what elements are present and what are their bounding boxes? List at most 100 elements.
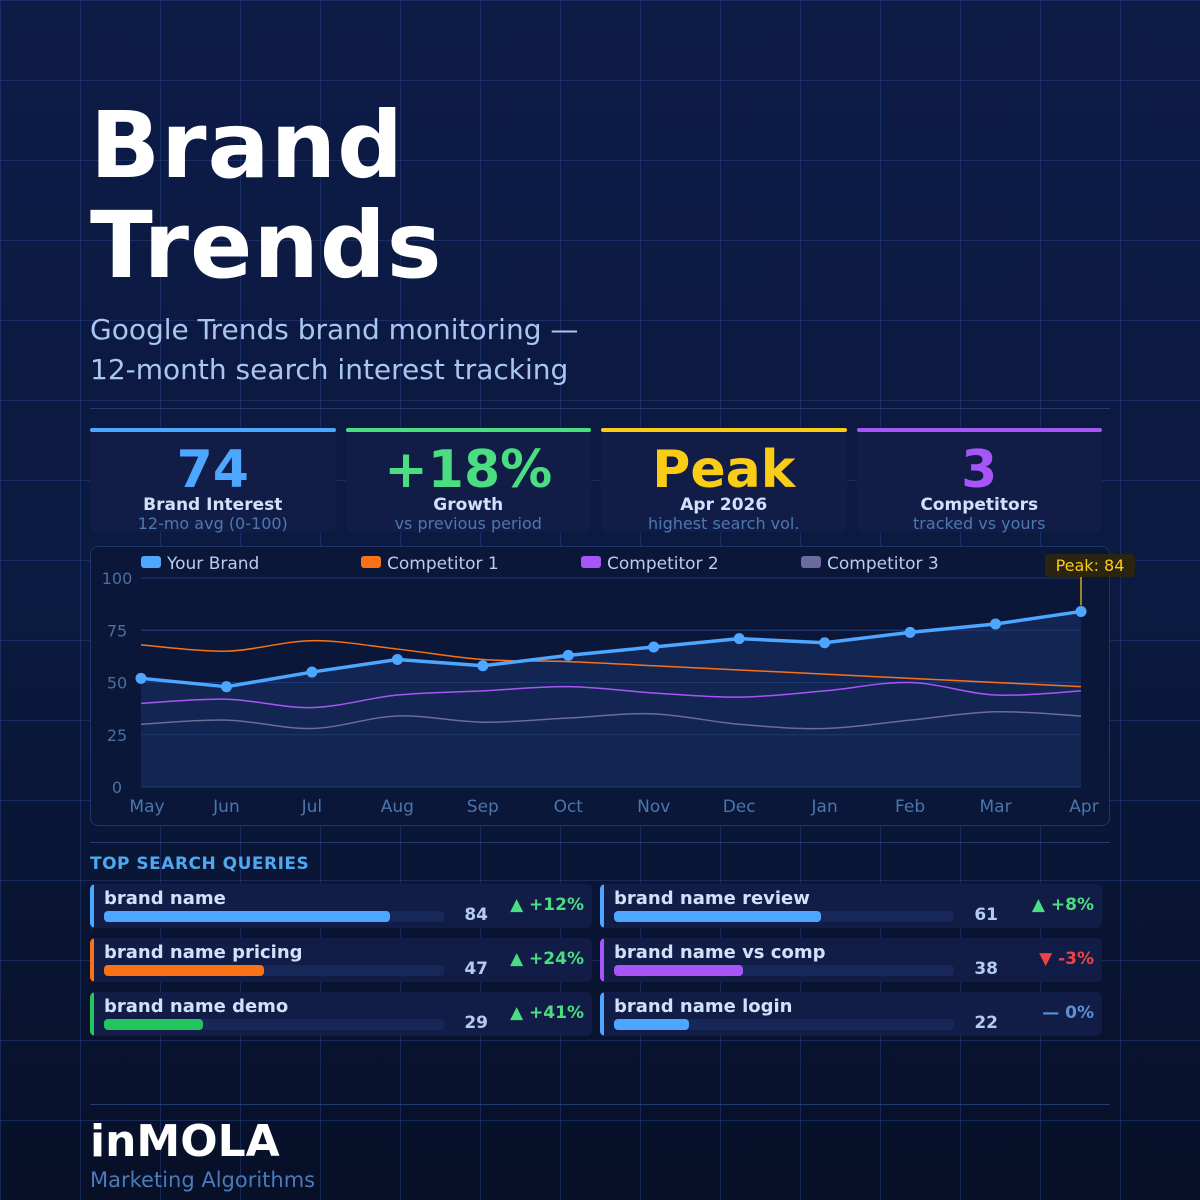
trend-chart-card: 0 25 50 75 100 May Jun Jul Aug Sep Oct Nov Dec Jan Feb… (90, 546, 1135, 826)
query-volume-fill (614, 911, 822, 922)
query-change: ▲ +24% (510, 949, 584, 969)
legend-swatch (361, 556, 381, 568)
query-accent-bar (90, 992, 94, 1036)
query-volume-track (104, 965, 444, 976)
query-volume: 84 (464, 905, 488, 925)
query-volume: 38 (974, 959, 998, 979)
query-volume-fill (614, 1019, 689, 1030)
query-name: brand name vs comp (614, 942, 826, 963)
subtitle-line-2: 12-month search interest tracking (90, 353, 569, 386)
data-point-your-brand (220, 681, 232, 693)
title-line-2: Trends (90, 192, 443, 299)
kpi-label: Growth (433, 495, 504, 515)
legend-label: Competitor 3 (827, 554, 939, 574)
data-point-your-brand (306, 666, 318, 678)
x-tick-label: Apr (1069, 797, 1098, 817)
query-change: — 0% (1042, 1003, 1094, 1023)
legend-swatch (581, 556, 601, 568)
subtitle-line-1: Google Trends brand monitoring — (90, 313, 579, 346)
data-point-your-brand (819, 637, 831, 649)
kpi-card-peak: Peak Apr 2026 highest search vol. (601, 428, 847, 533)
page-subtitle: Google Trends brand monitoring — 12-mont… (90, 310, 710, 390)
query-name: brand name pricing (104, 942, 303, 963)
y-tick-label: 75 (107, 621, 127, 640)
query-name: brand name (104, 888, 226, 909)
footer-logo: inMOLA (90, 1116, 280, 1167)
x-tick-label: Mar (980, 797, 1012, 817)
section-title-top-queries: TOP SEARCH QUERIES (90, 854, 310, 874)
query-accent-bar (90, 938, 94, 982)
kpi-row: 74 Brand Interest 12-mo avg (0-100) +18%… (90, 428, 1102, 533)
legend-swatch (141, 556, 161, 568)
query-volume-track (614, 1019, 954, 1030)
y-tick-label: 100 (102, 569, 133, 588)
x-tick-label: Jun (212, 797, 240, 817)
legend-label: Your Brand (166, 554, 259, 574)
kpi-card-growth: +18% Growth vs previous period (345, 428, 591, 533)
query-volume-fill (614, 965, 744, 976)
legend-label: Competitor 1 (387, 554, 499, 574)
data-point-your-brand (904, 626, 916, 638)
divider (90, 1104, 1110, 1105)
data-point-your-brand (1075, 605, 1087, 617)
query-change: ▼ -3% (1039, 949, 1094, 969)
query-accent-bar (600, 938, 604, 982)
data-point-your-brand (990, 618, 1002, 630)
query-volume-track (104, 911, 444, 922)
data-point-your-brand (135, 672, 147, 684)
legend-label: Competitor 2 (607, 554, 719, 574)
kpi-label: Apr 2026 (680, 495, 768, 515)
query-row: brand name vs comp 38 ▼ -3% (600, 938, 1102, 982)
series-line-competitor-3 (140, 710, 1082, 730)
query-volume: 29 (464, 1013, 488, 1033)
query-name: brand name demo (104, 996, 289, 1017)
query-name: brand name login (614, 996, 793, 1017)
kpi-accent-bar (601, 428, 847, 432)
title-line-1: Brand (90, 92, 404, 199)
footer-tagline: Marketing Algorithms (90, 1168, 316, 1192)
x-tick-label: Feb (895, 797, 925, 817)
peak-annotation-bg (1045, 554, 1135, 577)
kpi-sublabel: vs previous period (394, 514, 542, 533)
x-tick-label: Oct (554, 797, 584, 817)
query-row: brand name login 22 — 0% (600, 992, 1102, 1036)
query-volume: 22 (974, 1013, 998, 1033)
x-tick-label: Nov (637, 797, 670, 817)
y-tick-label: 25 (107, 726, 127, 745)
query-volume-fill (104, 965, 264, 976)
kpi-sublabel: 12-mo avg (0-100) (137, 514, 288, 533)
kpi-value: 3 (961, 440, 998, 500)
legend-swatch (801, 556, 821, 568)
data-point-your-brand (648, 641, 660, 653)
data-point-your-brand (733, 633, 745, 645)
kpi-accent-bar (90, 428, 336, 432)
query-volume: 47 (464, 959, 488, 979)
query-volume-fill (104, 1019, 203, 1030)
x-tick-label: Jan (811, 797, 838, 817)
kpi-label: Competitors (920, 495, 1039, 515)
query-volume-track (614, 911, 954, 922)
query-row: brand name pricing 47 ▲ +24% (90, 938, 592, 982)
query-volume-track (614, 965, 954, 976)
query-name: brand name review (614, 888, 810, 909)
kpi-sublabel: tracked vs yours (913, 514, 1046, 533)
query-row: brand name 84 ▲ +12% (90, 884, 592, 928)
query-row: brand name demo 29 ▲ +41% (90, 992, 592, 1036)
kpi-label: Brand Interest (143, 495, 283, 515)
your-brand-area (141, 611, 1081, 787)
query-accent-bar (600, 884, 604, 928)
page-title: Brand Trends (90, 96, 443, 296)
query-volume-track (104, 1019, 444, 1030)
kpi-accent-bar (856, 428, 1102, 432)
x-tick-label: Aug (381, 797, 414, 817)
kpi-card-brand-interest: 74 Brand Interest 12-mo avg (0-100) (90, 428, 336, 533)
kpi-value: +18% (384, 440, 553, 500)
divider (90, 842, 1110, 843)
trend-chart: 0 25 50 75 100 May Jun Jul Aug Sep Oct Nov Dec Jan Feb… (102, 554, 1135, 817)
data-point-your-brand (562, 649, 574, 661)
kpi-value: Peak (652, 440, 796, 500)
kpi-accent-bar (345, 428, 591, 432)
kpi-card-competitors: 3 Competitors tracked vs yours (856, 428, 1102, 533)
kpi-value: 74 (176, 440, 249, 500)
series-line-competitor-2 (140, 681, 1082, 709)
